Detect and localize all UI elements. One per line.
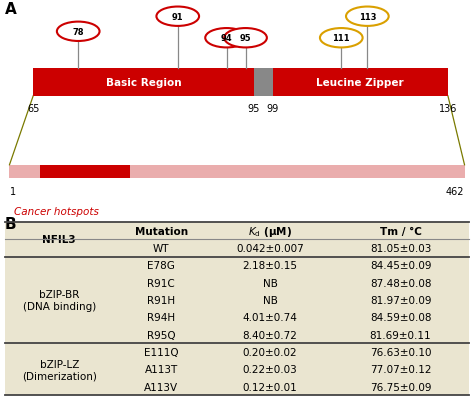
Text: 2.18±0.15: 2.18±0.15 <box>243 261 298 271</box>
Text: 84.45±0.09: 84.45±0.09 <box>370 261 431 271</box>
Text: 462: 462 <box>446 187 465 197</box>
Circle shape <box>57 22 100 42</box>
Bar <box>254 69 273 97</box>
Bar <box>5 222 469 396</box>
Text: NB: NB <box>263 278 278 288</box>
Text: bZIP-BR
(DNA binding): bZIP-BR (DNA binding) <box>23 290 96 311</box>
Text: 91: 91 <box>172 13 183 22</box>
Text: 0.20±0.02: 0.20±0.02 <box>243 347 298 357</box>
Text: 78: 78 <box>73 28 84 37</box>
Text: 136: 136 <box>439 104 457 114</box>
Text: Basic Region: Basic Region <box>106 78 181 88</box>
Text: bZIP-LZ
(Dimerization): bZIP-LZ (Dimerization) <box>22 359 97 380</box>
Text: 95: 95 <box>247 104 260 114</box>
Circle shape <box>320 29 363 48</box>
Circle shape <box>156 7 199 27</box>
Text: 4.01±0.74: 4.01±0.74 <box>243 312 298 323</box>
Text: A113T: A113T <box>145 364 178 375</box>
Bar <box>33 69 254 97</box>
Text: A113V: A113V <box>144 382 178 392</box>
Text: E78G: E78G <box>147 261 175 271</box>
Text: Tm / °C: Tm / °C <box>380 226 421 236</box>
Text: 81.97±0.09: 81.97±0.09 <box>370 295 431 305</box>
Bar <box>9 165 465 178</box>
Text: R91H: R91H <box>147 295 175 305</box>
Circle shape <box>205 29 248 48</box>
Text: 81.69±0.11: 81.69±0.11 <box>370 330 431 340</box>
Text: Leucine Zipper: Leucine Zipper <box>317 78 404 88</box>
Text: 76.75±0.09: 76.75±0.09 <box>370 382 431 392</box>
Text: 0.22±0.03: 0.22±0.03 <box>243 364 298 375</box>
Text: 99: 99 <box>266 104 279 114</box>
Text: Cancer hotspots: Cancer hotspots <box>14 206 99 216</box>
Bar <box>40 165 130 178</box>
Text: 65: 65 <box>27 104 39 114</box>
Text: 111: 111 <box>332 34 350 43</box>
Text: A: A <box>5 2 17 17</box>
Text: 94: 94 <box>221 34 232 43</box>
Text: WT: WT <box>153 243 169 254</box>
Text: 113: 113 <box>359 13 376 22</box>
Text: 95: 95 <box>240 34 251 43</box>
Text: 81.05±0.03: 81.05±0.03 <box>370 243 431 254</box>
Circle shape <box>346 7 389 27</box>
Text: $\mathit{K}_\mathrm{d}$ (μM): $\mathit{K}_\mathrm{d}$ (μM) <box>248 224 292 238</box>
Text: B: B <box>5 217 17 231</box>
Text: 84.59±0.08: 84.59±0.08 <box>370 312 431 323</box>
Text: 87.48±0.08: 87.48±0.08 <box>370 278 431 288</box>
Text: NB: NB <box>263 295 278 305</box>
Circle shape <box>224 29 267 48</box>
Text: 76.63±0.10: 76.63±0.10 <box>370 347 431 357</box>
Text: R95Q: R95Q <box>147 330 175 340</box>
Text: R94H: R94H <box>147 312 175 323</box>
Text: 0.12±0.01: 0.12±0.01 <box>243 382 298 392</box>
Text: 8.40±0.72: 8.40±0.72 <box>243 330 298 340</box>
Text: 77.07±0.12: 77.07±0.12 <box>370 364 431 375</box>
Text: Mutation: Mutation <box>135 226 188 236</box>
Text: NFIL3: NFIL3 <box>43 235 76 245</box>
Bar <box>273 69 448 97</box>
Text: E111Q: E111Q <box>144 347 179 357</box>
Text: 0.042±0.007: 0.042±0.007 <box>237 243 304 254</box>
Text: 1: 1 <box>9 187 16 197</box>
Text: R91C: R91C <box>147 278 175 288</box>
